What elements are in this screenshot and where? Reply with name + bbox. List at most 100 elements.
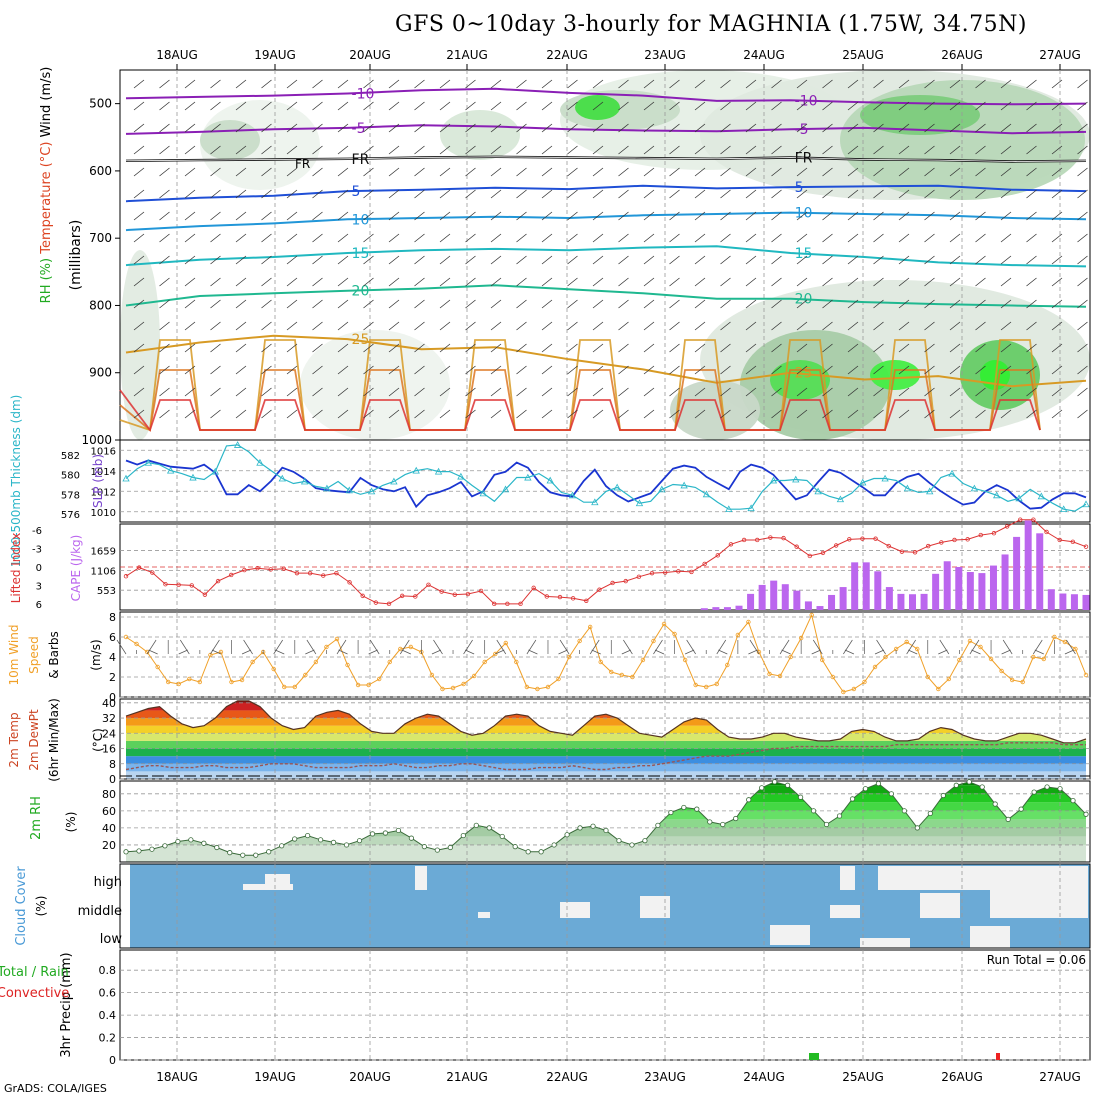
cape-bar [1047,589,1055,610]
wind-barb [184,277,196,287]
wind-barb [388,343,400,353]
wind-speed-marker [313,659,319,665]
wind-barb [388,167,400,177]
wind-barb [388,123,400,133]
wind-barb [541,365,553,375]
wind-barb [210,277,221,287]
wind-barb [1051,387,1063,397]
wind-barb [1077,167,1088,177]
lifted-index-marker [1044,529,1049,535]
axis-label: (m/s) [89,639,103,670]
wind-barb [286,365,298,375]
wind-barb [643,409,655,419]
wind-barb [567,409,578,419]
wind-barb [720,387,731,397]
wind-barb [898,167,910,177]
wind-tick-label: 4 [109,651,116,664]
rh-marker [914,825,920,831]
date-label-top: 22AUG [546,48,588,62]
rh-marker [681,804,687,811]
wind-barb [235,321,247,331]
cape-bar [1070,594,1078,610]
wind-barb [516,233,527,243]
wind-speed-marker [767,671,772,677]
lifted-index-marker [886,543,891,549]
wind-barb [694,101,706,111]
wind-barb [210,101,221,111]
wind-speed-marker [915,646,920,652]
wind-barb [592,233,604,243]
wind-speed-marker [820,657,825,663]
wind-barb [465,365,476,375]
wind-barb [337,277,349,287]
wind-barb [1077,277,1088,287]
wind-barb-10m [559,639,570,655]
wind-barb [1051,255,1063,265]
wind-barb [873,211,884,221]
rh-band [126,785,1086,794]
cape-bar [874,571,882,610]
wind-barb [1026,343,1037,353]
lifted-index-marker [912,550,918,555]
wind-barb [618,387,629,397]
axis-label-part: (6hr Min/Max) [47,698,61,782]
wind-barb [847,167,859,177]
wind-barb [618,145,629,155]
wind-speed-marker [1073,646,1078,652]
precip-axis-label: 3hr Precip (mm) [59,952,74,1057]
wind-barb [567,189,578,199]
cape-bar [885,587,893,610]
rh-marker [733,815,739,822]
lifted-index-marker [1004,524,1010,529]
wind-speed-marker [535,686,540,692]
wind-barb [541,409,553,419]
wind-barb [592,409,604,419]
wind-barb [133,277,145,287]
rh-marker [953,782,959,788]
wind-barb [388,211,400,221]
wind-speed-marker [229,679,234,685]
wind-barb [643,167,655,177]
wind-barb [337,123,349,133]
cape-bar [862,562,870,610]
rh-marker [434,847,440,853]
wind-barb [873,101,884,111]
wind-speed-marker [282,684,287,690]
lifted-index-marker [781,535,786,541]
wind-speed-marker [587,624,593,630]
wind-barb [363,321,374,331]
cape-bar [932,573,940,610]
wind-barb [1051,343,1063,353]
temp-line [125,700,1087,744]
wind-barb-10m [591,649,601,655]
cape-bar [943,561,951,610]
wind-barb [694,343,706,353]
wind-barb [771,387,782,397]
wind-barb [924,79,935,89]
cape-bar [966,572,974,610]
wind-barb [643,189,655,199]
wind-barb [465,123,476,133]
isotherm-label: 15 [795,246,813,262]
wind-barb [618,299,629,309]
wind-barb [133,79,145,89]
lifted-index-marker [662,570,668,575]
wind-barb [567,255,578,265]
lifted-index-marker [452,592,457,597]
wind-barb [1026,299,1037,309]
lifted-index-marker [465,591,471,597]
wind-speed-marker [503,640,508,646]
rh-marker [214,844,220,851]
wind-barb [414,409,425,419]
wind-barb [184,79,196,89]
wind-barb [847,321,859,331]
wind-barb [898,387,910,397]
wind-barb [771,255,782,265]
lifted-index-marker [505,601,510,607]
wind-barb-10m [686,639,696,655]
credit-label: GrADS: COLA/IGES [4,1082,107,1095]
wind-barb [873,321,884,331]
pressure-units-label: (millibars) [68,220,84,291]
thickness-marker [970,484,979,492]
wind-speed-marker [978,644,983,650]
